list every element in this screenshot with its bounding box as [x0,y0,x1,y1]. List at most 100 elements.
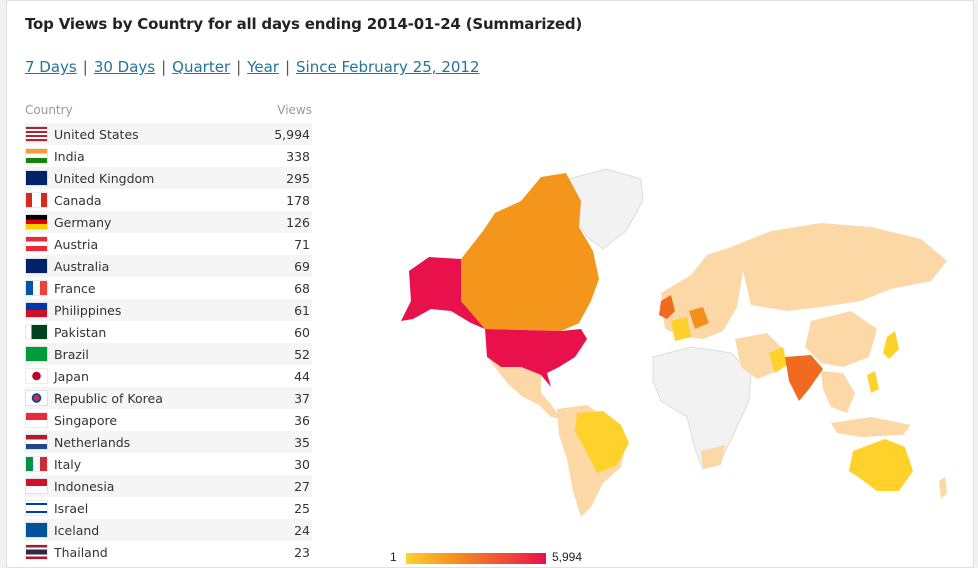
russia-region[interactable] [731,223,947,311]
table-row: France 68 [25,277,312,299]
flag-icon [26,127,47,141]
views-value: 68 [294,280,310,296]
world-map[interactable] [391,161,961,521]
flag-icon [26,347,47,361]
country-name: Indonesia [54,478,115,494]
country-name: Austria [54,236,99,252]
period-year-link[interactable]: Year [247,58,279,76]
country-name: Brazil [54,346,89,362]
country-name: Republic of Korea [54,390,163,406]
legend-color-scale [406,553,546,564]
canada-region[interactable] [461,173,599,331]
views-value: 35 [294,434,310,450]
column-header-country: Country [25,103,73,117]
france-region[interactable] [671,317,691,341]
table-row: Italy 30 [25,453,312,475]
views-value: 37 [294,390,310,406]
flag-icon [26,369,47,383]
mexico-region[interactable] [487,357,561,419]
germany-region[interactable] [689,307,709,329]
table-row: Australia 69 [25,255,312,277]
table-row: Brazil 52 [25,343,312,365]
period-30-days-link[interactable]: 30 Days [93,58,156,76]
stats-panel: Top Views by Country for all days ending… [6,0,974,568]
country-name: Italy [54,456,82,472]
flag-icon [26,303,47,317]
period-quarter-link[interactable]: Quarter [172,58,231,76]
flag-icon [26,435,47,449]
flag-icon [26,523,47,537]
table-row: United Kingdom 295 [25,167,312,189]
flag-icon [26,193,47,207]
table-row: Austria 71 [25,233,312,255]
flag-icon [26,391,47,405]
flag-icon [26,545,47,559]
pakistan-region[interactable] [769,347,787,373]
europe-region[interactable] [661,247,743,339]
views-value: 36 [294,412,310,428]
views-value: 71 [294,236,310,252]
table-row: Pakistan 60 [25,321,312,343]
indonesia-region[interactable] [831,417,911,437]
table-row: Republic of Korea 37 [25,387,312,409]
country-name: Canada [54,192,102,208]
alaska-region[interactable] [401,257,485,329]
philippines-region[interactable] [867,371,879,393]
brazil-region[interactable] [575,411,629,473]
table-body: United States 5,994 India 338 United Kingdom… [25,123,312,563]
country-name: Japan [54,368,89,384]
flag-icon [26,215,47,229]
views-value: 44 [294,368,310,384]
table-row: Singapore 36 [25,409,312,431]
period-selector: 7 Days | 30 Days | Quarter | Year | Since Februa… [25,58,480,76]
legend-max-label: 5,994 [552,550,583,564]
views-value: 178 [286,192,310,208]
flag-icon [26,281,47,295]
table-row: Netherlands 35 [25,431,312,453]
country-name: France [54,280,96,296]
china-region[interactable] [805,311,877,367]
period-since-link[interactable]: Since February 25, 2012 [296,58,480,76]
views-value: 23 [294,544,310,560]
country-views-table: Country Views United States 5,994 India 338… [25,103,312,563]
country-name: United States [54,126,139,142]
table-header: Country Views [25,103,312,123]
table-row: Japan 44 [25,365,312,387]
india-region[interactable] [785,355,823,401]
views-value: 61 [294,302,310,318]
country-name: Iceland [54,522,100,538]
table-row: Germany 126 [25,211,312,233]
southeast-asia-region[interactable] [821,371,855,413]
flag-icon [26,457,47,471]
country-name: Australia [54,258,110,274]
column-header-views: Views [277,103,312,117]
table-row: Canada 178 [25,189,312,211]
flag-icon [26,259,47,273]
views-value: 5,994 [274,126,310,142]
japan-region[interactable] [883,331,899,359]
country-name: Netherlands [54,434,131,450]
views-value: 30 [294,456,310,472]
south-africa-region[interactable] [701,445,725,469]
views-value: 338 [286,148,310,164]
middle-east-region[interactable] [735,333,785,379]
views-value: 52 [294,346,310,362]
views-value: 24 [294,522,310,538]
period-7-days-link[interactable]: 7 Days [25,58,77,76]
table-row: Thailand 23 [25,541,312,563]
country-name: Pakistan [54,324,107,340]
views-value: 295 [286,170,310,186]
views-value: 69 [294,258,310,274]
usa-region[interactable] [485,329,587,387]
uk-region[interactable] [659,295,675,319]
views-value: 25 [294,500,310,516]
new-zealand-region[interactable] [939,477,947,499]
legend-min-label: 1 [390,550,397,564]
country-name: Thailand [54,544,108,560]
australia-region[interactable] [849,439,913,491]
table-row: Israel 25 [25,497,312,519]
flag-icon [26,501,47,515]
views-value: 60 [294,324,310,340]
africa-region[interactable] [652,346,752,470]
flag-icon [26,171,47,185]
